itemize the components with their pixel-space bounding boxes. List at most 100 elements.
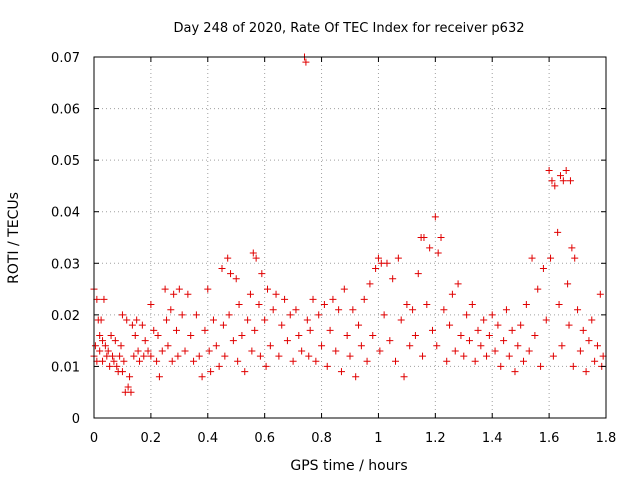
data-point-marker	[500, 337, 508, 345]
y-tick-label: 0.05	[51, 154, 80, 169]
data-point-marker	[548, 177, 556, 185]
data-point-marker	[167, 306, 175, 314]
x-tick-label: 0.4	[197, 431, 218, 446]
data-point-marker	[549, 352, 557, 360]
data-point-marker	[360, 295, 368, 303]
data-point-marker	[480, 316, 488, 324]
data-point-marker	[569, 362, 577, 370]
data-point-marker	[593, 342, 601, 350]
data-point-marker	[547, 254, 555, 262]
data-point-marker	[187, 331, 195, 339]
data-point-marker	[246, 290, 254, 298]
data-point-marker	[355, 321, 363, 329]
data-point-marker	[531, 331, 539, 339]
data-point-marker	[392, 357, 400, 365]
data-point-marker	[332, 347, 340, 355]
data-point-marker	[383, 259, 391, 267]
data-point-marker	[477, 342, 485, 350]
data-point-marker	[117, 342, 125, 350]
data-point-marker	[192, 311, 200, 319]
data-point-marker	[96, 347, 104, 355]
data-point-marker	[517, 321, 525, 329]
data-point-marker	[505, 352, 513, 360]
data-point-marker	[178, 311, 186, 319]
data-point-marker	[428, 326, 436, 334]
data-point-marker	[520, 357, 528, 365]
data-point-marker	[138, 321, 146, 329]
data-point-marker	[144, 347, 152, 355]
data-point-marker	[323, 362, 331, 370]
data-point-marker	[244, 316, 252, 324]
data-point-marker	[400, 373, 408, 381]
data-point-marker	[141, 337, 149, 345]
data-point-marker	[295, 331, 303, 339]
data-point-marker	[363, 357, 371, 365]
y-tick-label: 0.02	[51, 309, 80, 324]
data-point-marker	[130, 352, 138, 360]
data-point-marker	[564, 280, 572, 288]
data-point-marker	[262, 362, 270, 370]
data-point-marker	[261, 316, 269, 324]
data-point-marker	[343, 331, 351, 339]
data-point-marker	[212, 342, 220, 350]
data-point-marker	[372, 264, 380, 272]
data-point-marker	[528, 254, 536, 262]
data-point-marker	[488, 311, 496, 319]
data-point-marker	[172, 326, 180, 334]
data-point-marker	[326, 326, 334, 334]
data-point-marker	[440, 306, 448, 314]
data-point-marker	[101, 342, 109, 350]
data-point-marker	[426, 244, 434, 252]
chart-title: Day 248 of 2020, Rate Of TEC Index for r…	[174, 21, 525, 36]
data-point-marker	[463, 311, 471, 319]
data-point-marker	[397, 316, 405, 324]
data-point-marker	[123, 316, 131, 324]
data-point-marker	[96, 331, 104, 339]
x-tick-label: 1.4	[482, 431, 503, 446]
data-point-marker	[306, 326, 314, 334]
data-point-marker	[340, 285, 348, 293]
data-point-marker	[292, 306, 300, 314]
data-point-marker	[241, 368, 249, 376]
data-point-marker	[147, 352, 155, 360]
data-point-marker	[219, 321, 227, 329]
data-point-marker	[110, 357, 118, 365]
data-point-marker	[468, 301, 476, 309]
x-axis-label: GPS time / hours	[290, 458, 407, 474]
y-axis-ticks: 0 0.01 0.02 0.03 0.04 0.05 0.06 0.07	[51, 51, 606, 427]
data-point-marker	[249, 249, 257, 257]
data-point-marker	[218, 264, 226, 272]
data-point-marker	[272, 290, 280, 298]
data-point-marker	[163, 316, 171, 324]
data-point-marker	[93, 295, 101, 303]
data-point-marker	[545, 166, 553, 174]
data-point-marker	[585, 337, 593, 345]
data-point-marker	[443, 357, 451, 365]
x-axis-ticks: 0 0.2 0.4 0.6 0.8 1 1.2 1.4 1.6 1.8	[90, 57, 616, 446]
data-point-marker	[150, 326, 158, 334]
data-point-marker	[99, 357, 107, 365]
data-point-marker	[227, 270, 235, 278]
data-point-marker	[559, 177, 567, 185]
data-point-marker	[502, 306, 510, 314]
data-point-marker	[225, 311, 233, 319]
data-point-marker	[457, 331, 465, 339]
data-point-marker	[111, 337, 119, 345]
data-point-marker	[554, 228, 562, 236]
data-point-marker	[286, 311, 294, 319]
data-point-marker	[565, 321, 573, 329]
data-point-marker	[170, 290, 178, 298]
data-point-marker	[434, 249, 442, 257]
data-points	[90, 53, 607, 396]
data-point-marker	[337, 368, 345, 376]
data-point-marker	[386, 337, 394, 345]
data-point-marker	[419, 352, 427, 360]
data-point-marker	[423, 301, 431, 309]
data-point-marker	[335, 306, 343, 314]
data-point-marker	[403, 301, 411, 309]
data-point-marker	[448, 290, 456, 298]
data-point-marker	[133, 316, 141, 324]
data-point-marker	[576, 347, 584, 355]
data-point-marker	[181, 347, 189, 355]
data-point-marker	[264, 285, 272, 293]
